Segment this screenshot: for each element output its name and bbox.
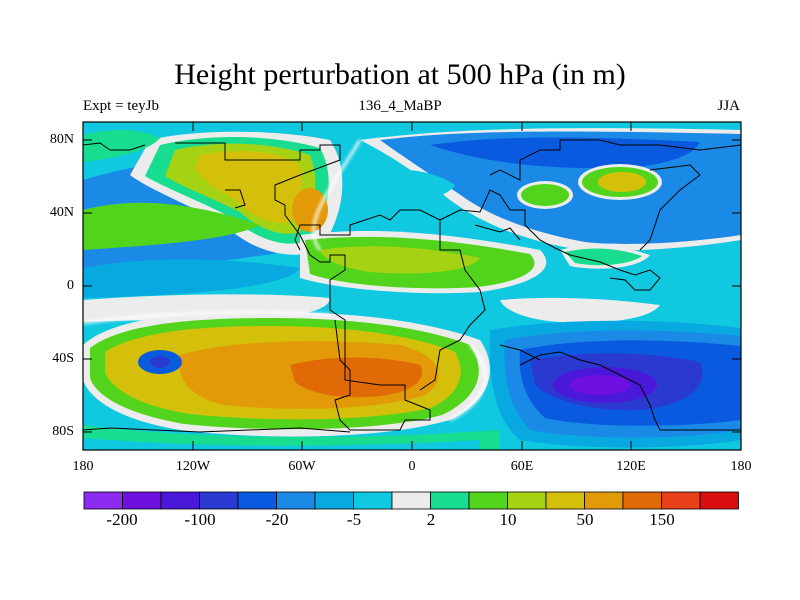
coastlines bbox=[83, 139, 741, 433]
x-tick-label: 180 bbox=[730, 459, 752, 474]
x-tick-label: 180 bbox=[72, 459, 94, 474]
colorbar bbox=[83, 491, 739, 510]
colorbar-label: -20 bbox=[265, 510, 289, 529]
colorbar-box bbox=[83, 491, 123, 510]
colorbar-label: -5 bbox=[346, 510, 362, 529]
colorbar-box bbox=[353, 491, 393, 510]
colorbar-label: -100 bbox=[184, 510, 216, 529]
colorbar-box bbox=[545, 491, 585, 510]
colorbar-label: 10 bbox=[499, 510, 517, 529]
colorbar-box bbox=[622, 491, 662, 510]
colorbar-box bbox=[237, 491, 277, 510]
x-tick-label: 60W bbox=[288, 459, 316, 474]
plot-title: Height perturbation at 500 hPa (in m) bbox=[174, 58, 626, 91]
period-label: 136_4_MaBP bbox=[358, 98, 442, 114]
x-tick-label: 120E bbox=[616, 459, 646, 474]
colorbar-box bbox=[584, 491, 624, 510]
y-tick-label: 0 bbox=[67, 278, 74, 293]
colorbar-box bbox=[430, 491, 470, 510]
x-tick-label: 120W bbox=[175, 459, 211, 474]
x-tick-label: 0 bbox=[408, 459, 416, 474]
colorbar-box bbox=[122, 491, 162, 510]
colorbar-label: 2 bbox=[426, 510, 436, 529]
colorbar-box bbox=[160, 491, 200, 510]
y-tick-label: 40S bbox=[52, 351, 74, 366]
y-tick-label: 80N bbox=[49, 132, 74, 147]
contour-field bbox=[83, 122, 741, 450]
experiment-label: Expt = teyJb bbox=[83, 98, 159, 114]
colorbar-box bbox=[199, 491, 239, 510]
colorbar-box bbox=[468, 491, 508, 510]
colorbar-label: -200 bbox=[106, 510, 138, 529]
colorbar-label: 150 bbox=[649, 510, 675, 529]
y-tick-label: 40N bbox=[49, 205, 74, 220]
colorbar-box bbox=[699, 491, 739, 510]
season-label: JJA bbox=[717, 98, 740, 114]
colorbar-box bbox=[276, 491, 316, 510]
y-tick-label: 80S bbox=[52, 424, 74, 439]
axis-ticks bbox=[82, 122, 742, 450]
x-tick-label: 60E bbox=[510, 459, 534, 474]
colorbar-label: 50 bbox=[576, 510, 594, 529]
colorbar-box bbox=[507, 491, 547, 510]
colorbar-box bbox=[391, 491, 431, 510]
colorbar-box bbox=[661, 491, 701, 510]
colorbar-box bbox=[314, 491, 354, 510]
